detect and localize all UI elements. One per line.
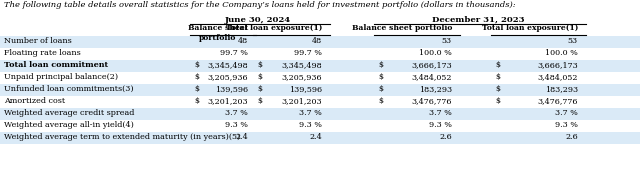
Text: The following table details overall statistics for the Company’s loans held for : The following table details overall stat…: [4, 1, 516, 9]
Text: 3,484,052: 3,484,052: [412, 73, 452, 81]
Bar: [0, 36, 640, 48]
Bar: [0, 132, 640, 144]
Text: 3,484,052: 3,484,052: [538, 73, 578, 81]
Text: 2.4: 2.4: [309, 133, 322, 141]
Text: Total loan commitment: Total loan commitment: [4, 61, 108, 69]
Text: 9.3 %: 9.3 %: [555, 121, 578, 129]
Text: 9.3 %: 9.3 %: [299, 121, 322, 129]
Bar: [0, 120, 640, 132]
Text: Number of loans: Number of loans: [4, 37, 72, 45]
Text: $: $: [495, 61, 500, 69]
Text: $: $: [194, 73, 199, 81]
Text: Weighted average term to extended maturity (in years)(5): Weighted average term to extended maturi…: [4, 133, 240, 141]
Text: $: $: [495, 73, 500, 81]
Bar: [0, 48, 640, 60]
Text: $: $: [257, 73, 262, 81]
Text: 2.4: 2.4: [236, 133, 248, 141]
Text: Weighted average all-in yield(4): Weighted average all-in yield(4): [4, 121, 134, 129]
Bar: [0, 96, 640, 108]
Text: 99.7 %: 99.7 %: [294, 49, 322, 57]
Text: 99.7 %: 99.7 %: [220, 49, 248, 57]
Text: 3,205,936: 3,205,936: [207, 73, 248, 81]
Text: 2.6: 2.6: [439, 133, 452, 141]
Text: 3.7 %: 3.7 %: [555, 109, 578, 117]
Text: 3,476,776: 3,476,776: [412, 97, 452, 105]
Text: 183,293: 183,293: [419, 85, 452, 93]
Text: 3,666,173: 3,666,173: [412, 61, 452, 69]
Text: 183,293: 183,293: [545, 85, 578, 93]
Text: $: $: [495, 97, 500, 105]
Bar: [0, 60, 640, 72]
Text: 53: 53: [568, 37, 578, 45]
Text: 3,201,203: 3,201,203: [207, 97, 248, 105]
Text: $: $: [495, 85, 500, 93]
Text: Total loan exposure(1): Total loan exposure(1): [482, 24, 578, 33]
Text: $: $: [378, 97, 383, 105]
Text: June 30, 2024: June 30, 2024: [225, 15, 291, 24]
Bar: [0, 108, 640, 120]
Text: Balance sheet portfolio: Balance sheet portfolio: [351, 24, 452, 33]
Bar: [0, 84, 640, 96]
Bar: [0, 15, 640, 24]
Text: 2.6: 2.6: [565, 133, 578, 141]
Bar: [0, 24, 640, 36]
Text: $: $: [378, 85, 383, 93]
Text: 3,345,498: 3,345,498: [282, 61, 322, 69]
Text: December 31, 2023: December 31, 2023: [432, 15, 524, 24]
Text: 139,596: 139,596: [215, 85, 248, 93]
Text: 53: 53: [442, 37, 452, 45]
Text: Total loan exposure(1): Total loan exposure(1): [226, 24, 322, 33]
Text: 3,476,776: 3,476,776: [538, 97, 578, 105]
Text: Unfunded loan commitments(3): Unfunded loan commitments(3): [4, 85, 134, 93]
Text: 139,596: 139,596: [289, 85, 322, 93]
Text: $: $: [194, 61, 199, 69]
Text: 48: 48: [238, 37, 248, 45]
Text: 9.3 %: 9.3 %: [225, 121, 248, 129]
Text: Amortized cost: Amortized cost: [4, 97, 65, 105]
Text: $: $: [257, 97, 262, 105]
Text: Unpaid principal balance(2): Unpaid principal balance(2): [4, 73, 118, 81]
Text: 3,205,936: 3,205,936: [282, 73, 322, 81]
Text: $: $: [194, 97, 199, 105]
Text: Floating rate loans: Floating rate loans: [4, 49, 81, 57]
Text: Weighted average credit spread: Weighted average credit spread: [4, 109, 134, 117]
Text: 100.0 %: 100.0 %: [419, 49, 452, 57]
Text: $: $: [257, 61, 262, 69]
Text: 48: 48: [312, 37, 322, 45]
Text: 3.7 %: 3.7 %: [429, 109, 452, 117]
Text: 3,666,173: 3,666,173: [537, 61, 578, 69]
Bar: [0, 72, 640, 84]
Text: $: $: [378, 61, 383, 69]
Text: $: $: [257, 85, 262, 93]
Text: Balance sheet
portfolio: Balance sheet portfolio: [188, 24, 248, 42]
Text: 3.7 %: 3.7 %: [225, 109, 248, 117]
Text: $: $: [378, 73, 383, 81]
Text: 3,345,498: 3,345,498: [207, 61, 248, 69]
Text: 3.7 %: 3.7 %: [299, 109, 322, 117]
Text: 3,201,203: 3,201,203: [282, 97, 322, 105]
Text: $: $: [194, 85, 199, 93]
Text: 9.3 %: 9.3 %: [429, 121, 452, 129]
Text: 100.0 %: 100.0 %: [545, 49, 578, 57]
